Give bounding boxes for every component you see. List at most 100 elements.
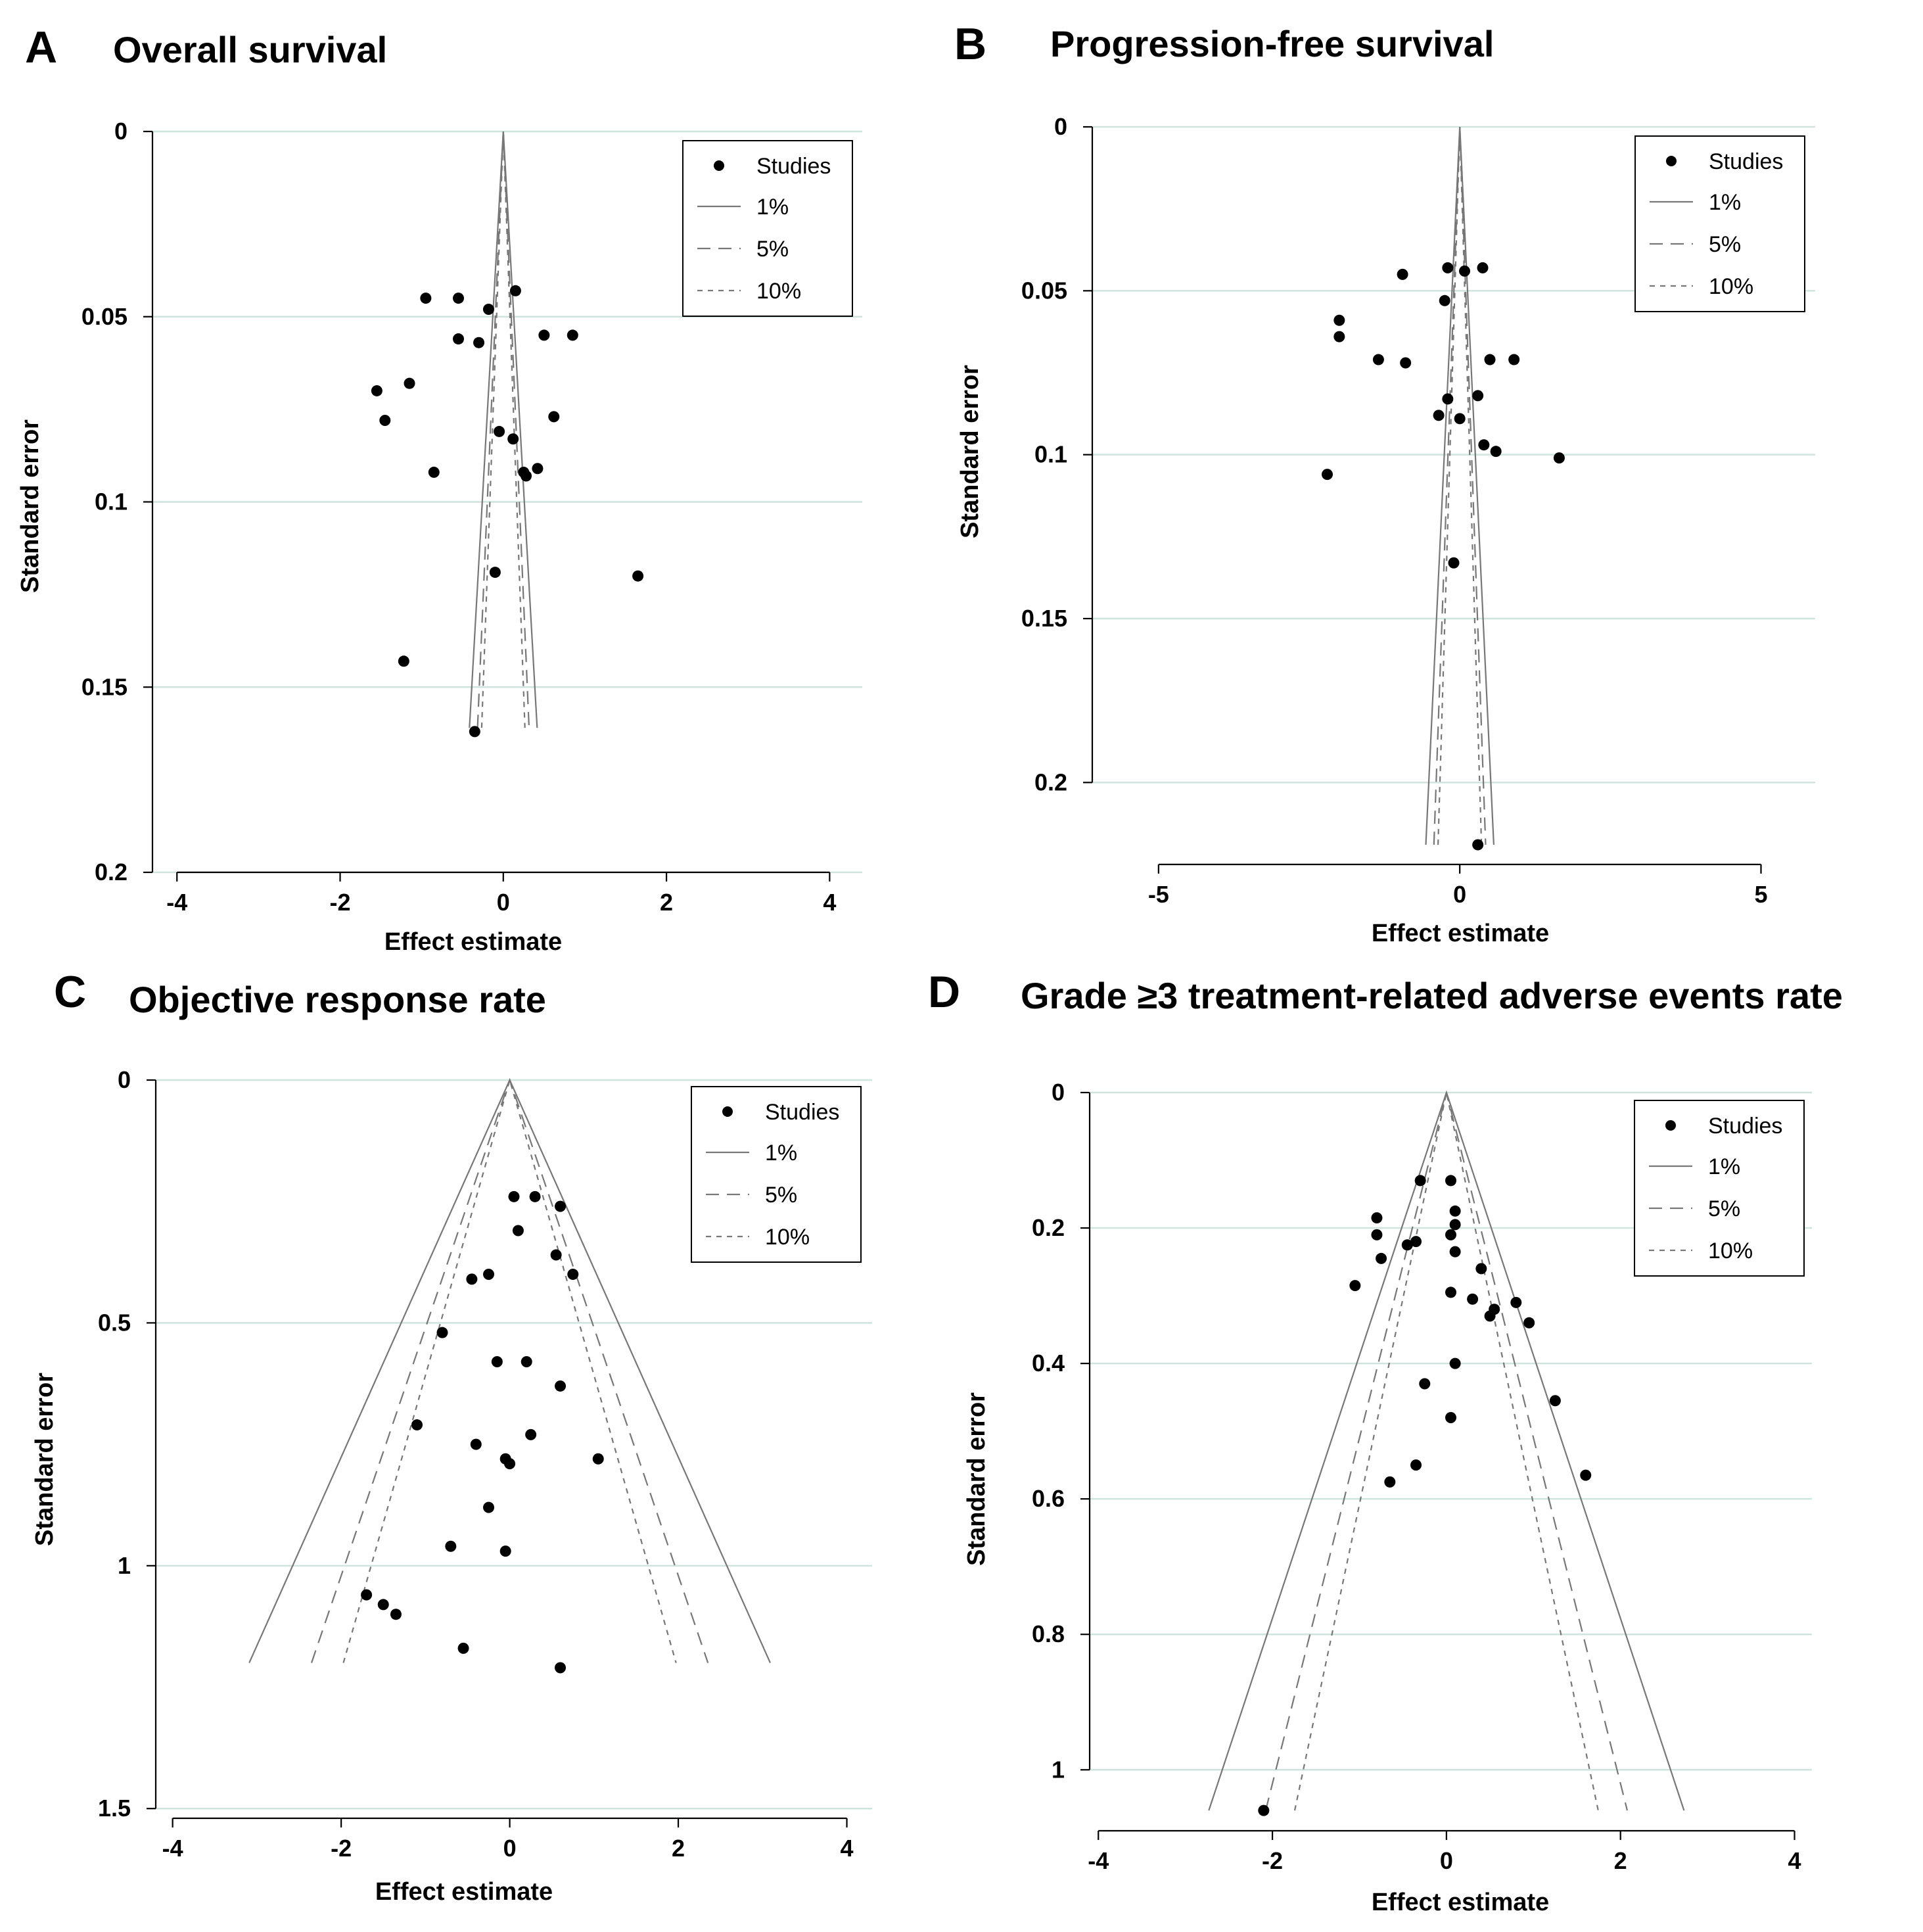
study-point xyxy=(1439,295,1450,306)
study-point xyxy=(1410,1459,1422,1471)
x-tick-label: 0 xyxy=(497,889,510,916)
study-point xyxy=(507,433,519,445)
study-point xyxy=(1454,413,1466,425)
study-point xyxy=(1258,1804,1270,1816)
y-tick-label: 0.05 xyxy=(1021,277,1067,304)
study-point xyxy=(1349,1280,1361,1292)
legend-a: Studies 1% 5% 10% xyxy=(682,140,853,317)
study-point xyxy=(1410,1236,1422,1248)
study-point xyxy=(592,1453,604,1465)
study-point xyxy=(1448,557,1460,569)
y-tick-label: 0.2 xyxy=(1034,768,1067,795)
study-point xyxy=(1510,1296,1522,1308)
study-point xyxy=(1376,1252,1387,1264)
study-point xyxy=(1484,1310,1496,1322)
study-point xyxy=(1445,1175,1456,1187)
study-point xyxy=(436,1327,448,1338)
plot-area-d: 0 0.2 0.4 0.6 0.8 1 -4 -2 0 2 4 xyxy=(1032,1079,1812,1874)
study-point xyxy=(379,415,391,427)
study-point xyxy=(1449,1357,1461,1369)
x-tick-label: -4 xyxy=(162,1835,183,1862)
panel-title-b: Progression-free survival xyxy=(1050,23,1494,64)
legend-marker-studies xyxy=(714,160,724,171)
study-point xyxy=(1397,268,1408,280)
legend-box xyxy=(682,140,853,317)
legend-box xyxy=(1634,1100,1805,1277)
panel-letter-c: C xyxy=(54,967,86,1017)
study-point xyxy=(1419,1378,1431,1390)
study-point xyxy=(473,337,485,348)
study-point xyxy=(1445,1229,1456,1240)
study-point xyxy=(1508,354,1520,365)
study-point xyxy=(491,1356,503,1368)
study-point xyxy=(466,1273,478,1285)
panel-title-d: Grade ≥3 treatment-related adverse event… xyxy=(1021,975,1843,1016)
y-tick-label: 0.05 xyxy=(81,303,127,330)
study-point xyxy=(494,425,505,437)
study-point xyxy=(1333,314,1345,326)
legend-entry-studies: Studies xyxy=(765,1100,839,1125)
legend-box xyxy=(691,1086,862,1263)
study-point xyxy=(521,470,532,482)
study-point xyxy=(489,567,501,578)
study-point xyxy=(509,285,521,296)
x-tick-label: -2 xyxy=(331,1835,352,1862)
study-point xyxy=(1472,390,1484,402)
study-point xyxy=(453,293,465,304)
study-point xyxy=(1449,1246,1461,1258)
study-point xyxy=(1401,1239,1413,1251)
study-point xyxy=(1472,839,1484,851)
study-point xyxy=(1523,1317,1535,1329)
study-point xyxy=(377,1599,389,1611)
legend-entry-1pct: 1% xyxy=(1709,190,1741,215)
study-point xyxy=(390,1609,402,1620)
legend-entry-1pct: 1% xyxy=(1708,1154,1740,1179)
x-tick-label: -2 xyxy=(330,889,351,916)
legend-entry-10pct: 10% xyxy=(756,279,801,304)
study-point xyxy=(457,1642,469,1654)
legend-entry-studies: Studies xyxy=(756,154,831,179)
plot-area-b: 0 0.05 0.1 0.15 0.2 -5 0 5 xyxy=(1021,113,1815,908)
study-point xyxy=(499,1545,511,1557)
legend-b: Studies 1% 5% 10% xyxy=(1634,135,1805,312)
y-axis-label-b: Standard error xyxy=(956,365,984,538)
y-tick-label: 0.8 xyxy=(1032,1620,1065,1647)
study-point xyxy=(1445,1412,1456,1424)
x-tick-label: -4 xyxy=(166,889,187,916)
funnel-contour-10pct xyxy=(1437,126,1483,845)
study-point xyxy=(1467,1293,1479,1305)
study-point xyxy=(521,1356,532,1368)
study-point xyxy=(508,1190,520,1202)
legend-marker-studies xyxy=(1665,1120,1676,1131)
y-axis-label-d: Standard error xyxy=(963,1392,990,1566)
study-point xyxy=(1400,357,1412,369)
study-point xyxy=(469,726,480,738)
study-point xyxy=(1433,410,1445,421)
y-tick-label: 0 xyxy=(1052,1079,1065,1106)
x-tick-label: 4 xyxy=(841,1835,854,1862)
y-tick-label: 0.2 xyxy=(1032,1214,1065,1241)
study-point xyxy=(529,1190,541,1202)
y-tick-label: 0.6 xyxy=(1032,1485,1065,1512)
y-tick-label: 0.1 xyxy=(95,488,127,515)
study-point xyxy=(404,377,415,389)
legend-entry-5pct: 5% xyxy=(1708,1196,1740,1221)
study-point xyxy=(1442,393,1454,405)
study-point xyxy=(1322,469,1333,481)
y-tick-label: 0.5 xyxy=(98,1309,131,1336)
study-point xyxy=(567,1269,579,1281)
panel-title-c: Objective response rate xyxy=(129,979,546,1020)
y-tick-label: 0.4 xyxy=(1032,1350,1065,1377)
funnel-contour-5pct xyxy=(1264,1092,1629,1811)
funnel-contour-5pct xyxy=(476,131,530,728)
panel-b: B Progression-free survival Effect estim… xyxy=(954,19,1815,947)
study-point xyxy=(1445,1286,1456,1298)
legend-entry-5pct: 5% xyxy=(756,237,789,262)
y-tick-label: 0 xyxy=(114,118,127,145)
panel-letter-d: D xyxy=(928,967,960,1017)
x-tick-label: 0 xyxy=(1453,881,1466,908)
study-point xyxy=(548,411,560,423)
study-point xyxy=(1477,262,1489,273)
y-tick-label: 0.1 xyxy=(1034,441,1067,468)
study-point xyxy=(1580,1469,1592,1481)
